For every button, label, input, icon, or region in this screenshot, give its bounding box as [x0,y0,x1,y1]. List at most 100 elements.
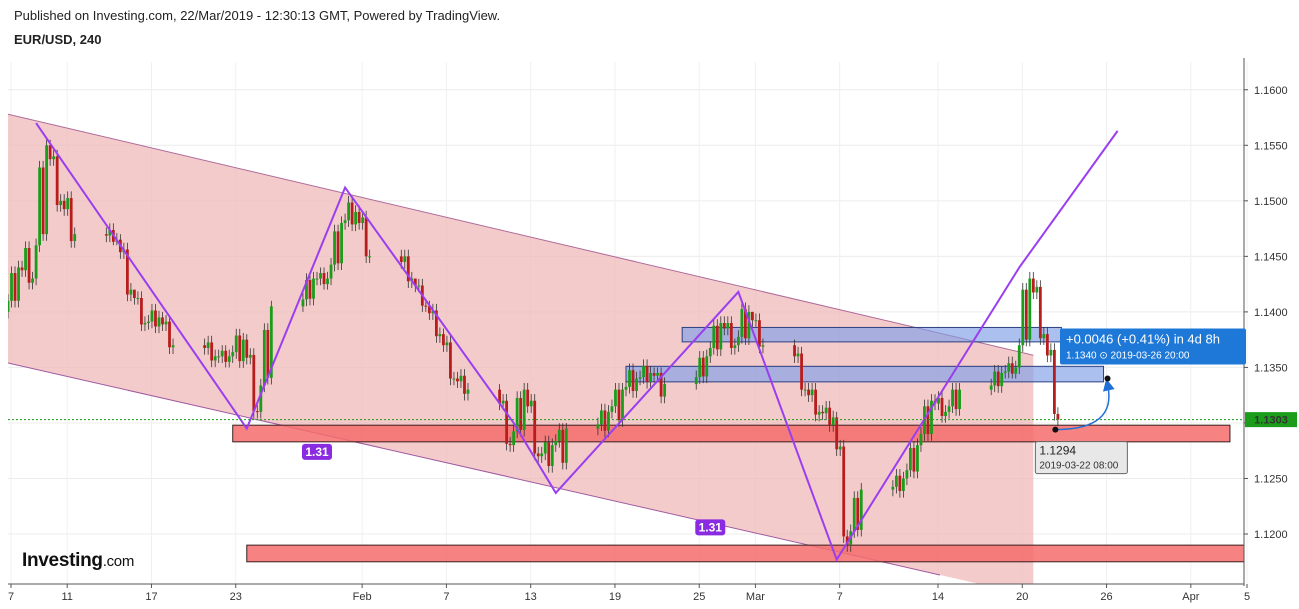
candle-body [824,407,828,414]
candle-body [252,354,256,412]
candle-body [536,453,540,457]
candle-body [905,470,909,479]
candle-body [452,378,456,380]
candle-body [10,273,13,301]
projection-arrow[interactable] [1055,378,1115,431]
candle-body [13,273,17,301]
y-tick-label: 1.1450 [1254,251,1288,263]
zones [232,326,1244,563]
candle-body [505,400,509,444]
candle-body [659,372,663,397]
x-tick-label: 17 [145,591,157,603]
candle-body [533,400,537,454]
point-label-box[interactable]: 1.1294 2019-03-22 08:00 [1034,441,1128,475]
candle-body [561,429,565,463]
fib-label-text: 1.31 [699,520,723,534]
fib-labels: 1.31 1.31 [302,443,726,536]
candle-body [336,231,340,264]
candle-body [993,371,997,386]
candle-body [754,320,758,322]
candle-body [445,342,449,346]
candle-body [638,377,642,379]
candle-body [901,478,905,491]
candle-body [726,323,730,329]
trend-channel[interactable] [8,114,1034,596]
candle-body [48,145,52,160]
candle-body [796,353,800,357]
candle-body [529,400,533,407]
candle-body [255,411,259,413]
candle-body [133,289,136,299]
x-tick-label: Apr [1182,591,1199,603]
projection-start-dot[interactable] [1052,426,1059,433]
candle-body [498,389,501,404]
candle-body [628,370,631,387]
candle-body [814,389,818,415]
candle-body [354,211,358,225]
y-axis-ticks: 1.1600 1.1550 1.1500 1.1450 1.1400 1.1350 1.13… [1244,85,1288,541]
candle-body [607,411,610,431]
candle-body [564,428,568,463]
candle-body [104,234,108,236]
candle-body [617,389,621,421]
x-tick-label: 11 [61,591,72,603]
chart-header: Published on Investing.com, 22/Mar/2019 … [14,8,500,47]
candle-body [1028,278,1032,340]
candle-body [1038,286,1042,339]
current-price-label: 1.1303 [1254,415,1288,427]
candle-body [954,389,958,410]
candle-body [66,198,70,210]
candle-body [34,245,38,279]
candle-body [217,356,221,358]
candle-body [508,443,512,446]
candle-body [852,497,856,532]
candle-body [8,300,10,312]
y-tick-label: 1.1500 [1254,196,1288,208]
candle-body [652,372,656,376]
candle-body [55,156,59,205]
candle-body [1042,334,1046,339]
candle-body [701,357,705,377]
x-tick-label: 20 [1016,591,1028,603]
y-tick-label: 1.1550 [1254,140,1288,152]
candle-body [308,279,312,299]
candle-body [20,267,24,271]
candle-body [596,424,600,429]
candle-body [621,389,624,421]
channel-upper-line[interactable] [8,113,1034,356]
candle-body [733,345,737,348]
candle-body [368,256,372,258]
candle-body [1049,349,1053,356]
candle-body [41,167,45,235]
candle-body [940,397,944,417]
candle-body [859,489,863,530]
x-tick-label: 5 [1244,591,1250,603]
symbol-title: EUR/USD, 240 [14,32,102,47]
candle-body [708,347,712,357]
candle-body [248,354,252,358]
candle-body [747,311,751,339]
candle-body [210,342,214,361]
candle-body [259,385,263,412]
fib-label-bg [695,519,726,536]
projection-end-dot[interactable] [1104,375,1111,382]
projection-box[interactable]: +0.0046 (+0.41%) in 4d 8h 1.1340 ⊙ 2019-… [1060,328,1246,365]
zigzag-pattern[interactable] [35,122,1119,562]
candle-body [333,231,336,265]
candle-body [807,389,810,396]
candle-body [312,278,315,299]
candle-body [125,249,129,295]
candle-body [835,417,839,450]
candle-body [793,345,796,357]
candle-body [434,310,438,337]
fib-label-bg [302,443,332,460]
candle-body [17,267,20,301]
candle-body [340,223,343,264]
candle-body [810,389,814,396]
x-tick-label: Feb [353,591,372,603]
channel-lower-line[interactable] [8,362,941,576]
candle-body [403,256,407,262]
candle-body [73,234,77,242]
candle-body [951,389,954,407]
